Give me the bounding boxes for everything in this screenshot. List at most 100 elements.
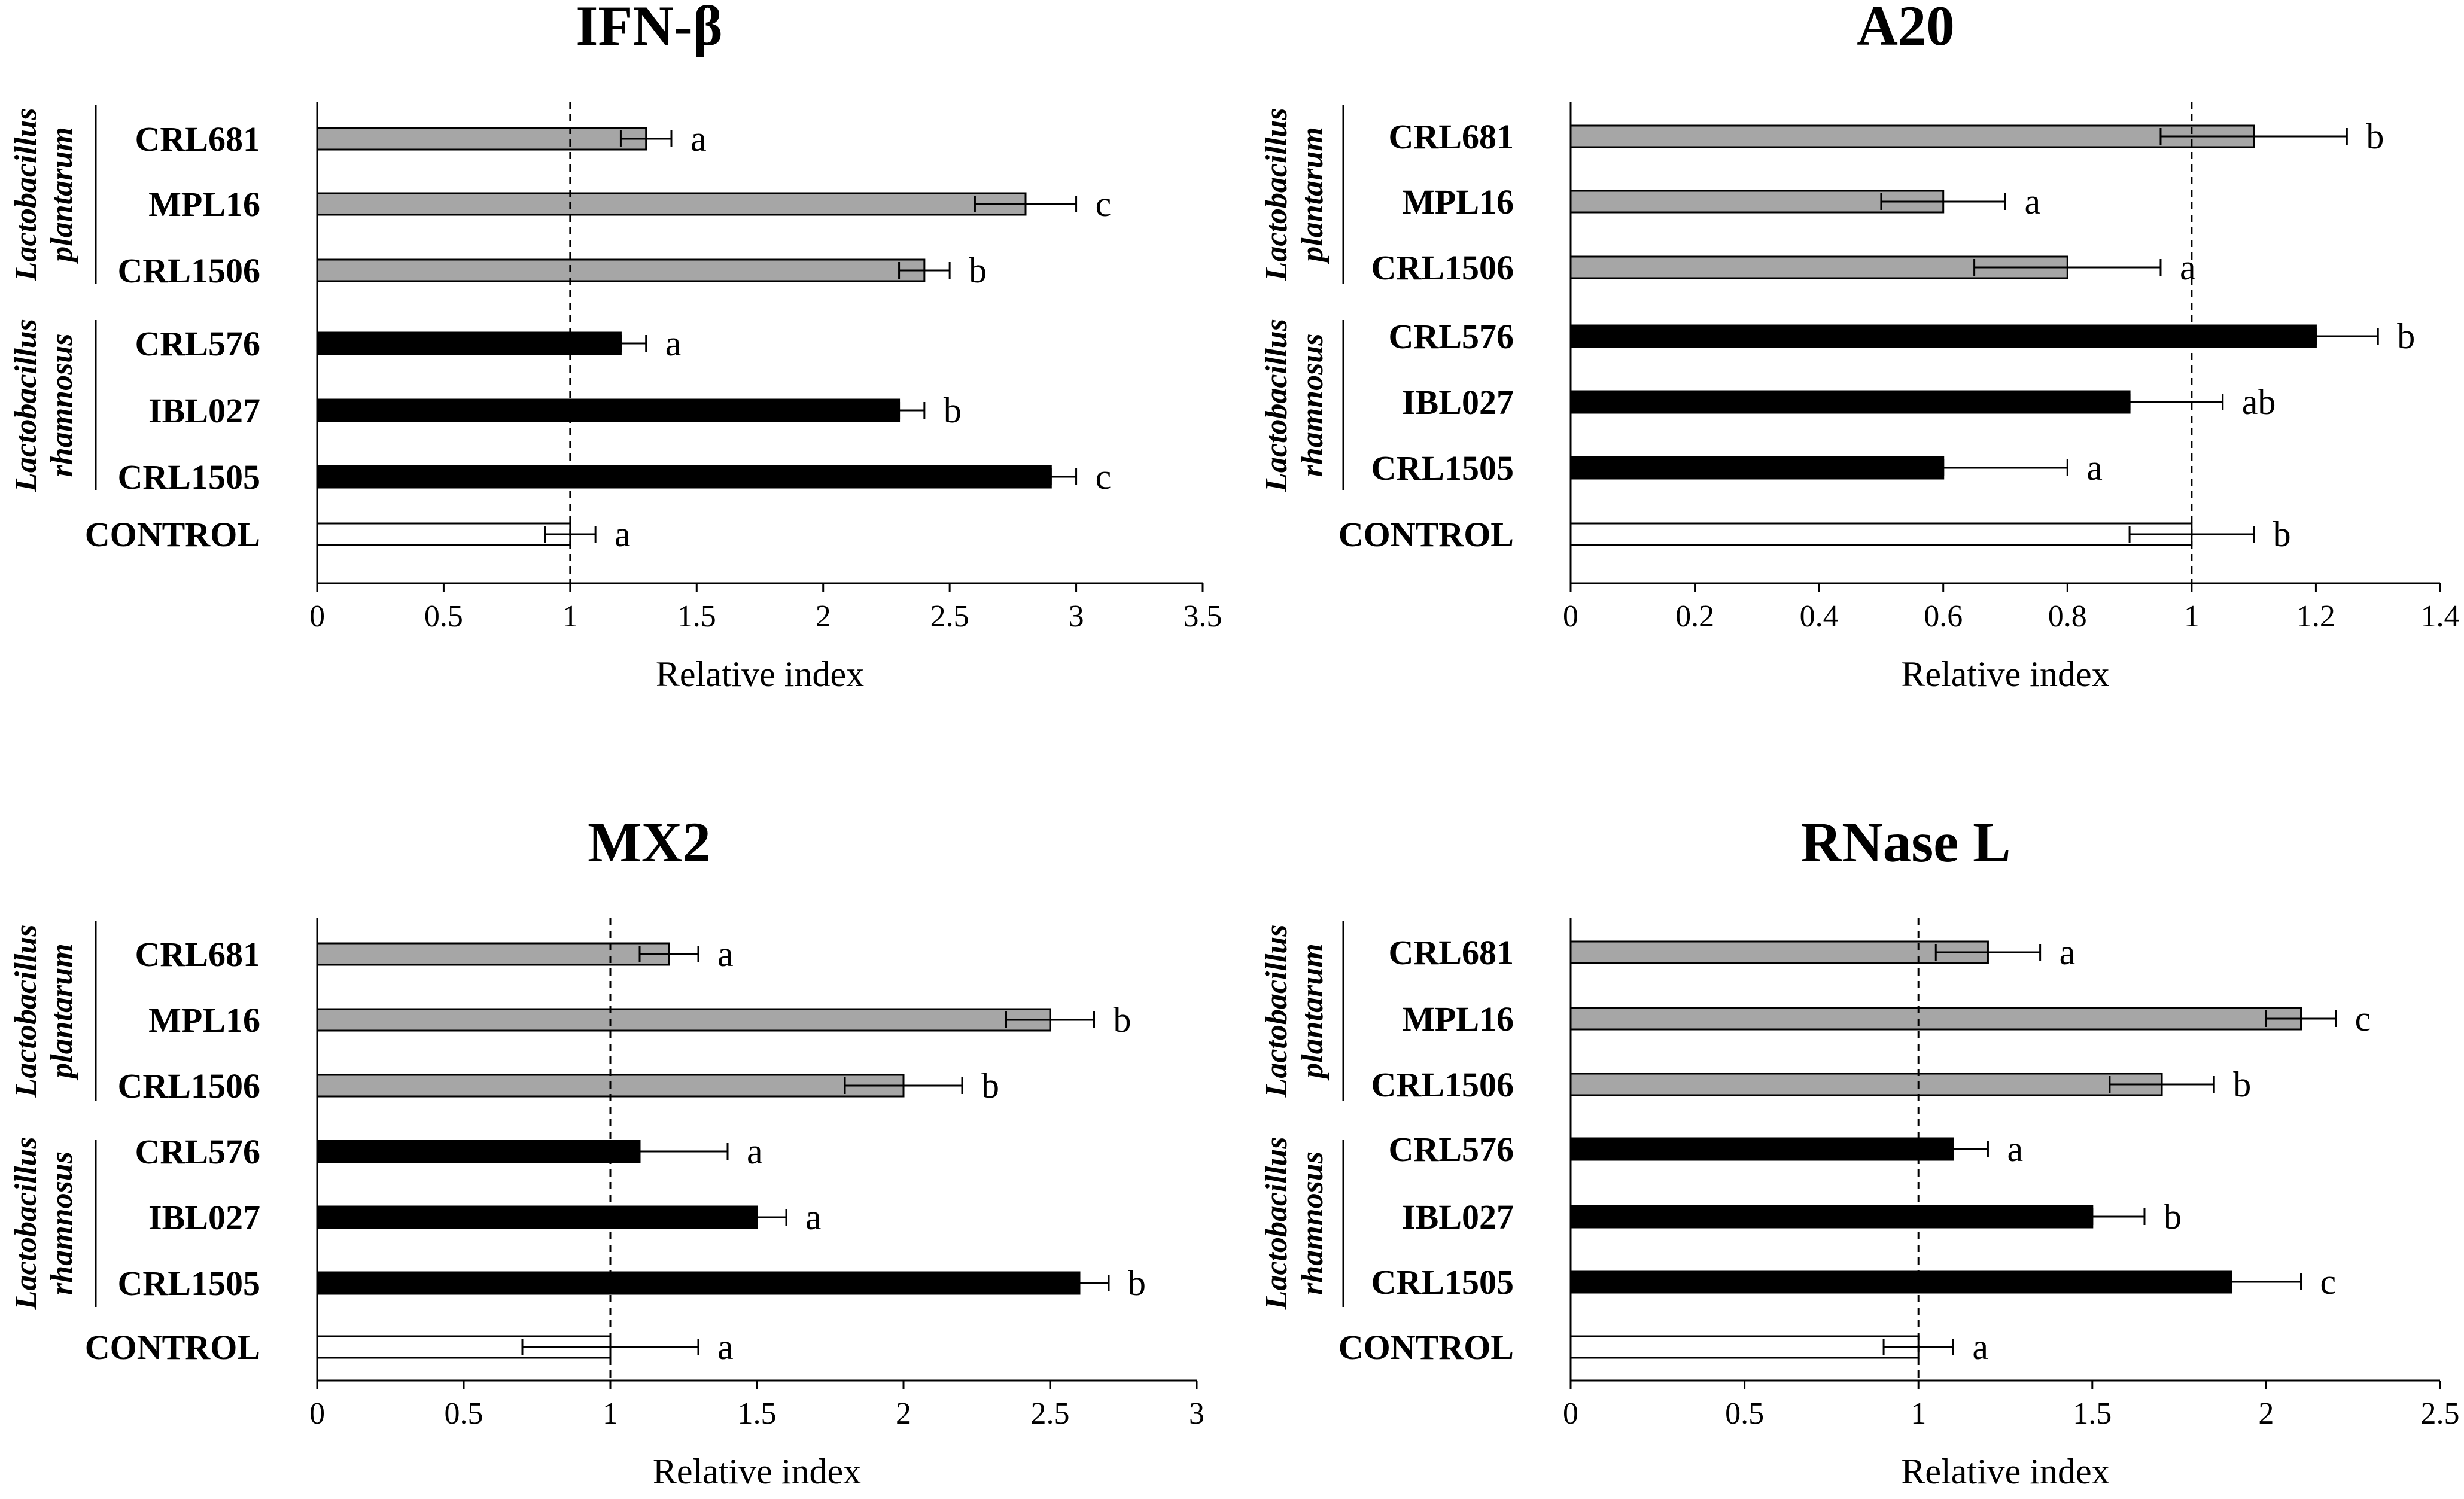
x-tick-label: 1.2 [2296, 599, 2335, 633]
x-tick-label: 1.4 [2421, 599, 2460, 633]
bar-mpl16 [1569, 1007, 2302, 1031]
group-label: Lactobacillus plantarum [9, 925, 79, 1098]
bar-control [1569, 522, 2193, 546]
category-label: CONTROL [85, 1328, 260, 1367]
significance-letter: a [665, 324, 682, 363]
category-label: MPL16 [1402, 182, 1514, 221]
bar-crl1506 [1569, 1073, 2163, 1096]
bar-crl576 [316, 1140, 641, 1163]
group-label: Lactobacillus plantarum [9, 108, 79, 282]
category-label: CRL681 [1389, 117, 1514, 156]
category-label: CRL576 [135, 1132, 260, 1171]
category-label: IBL027 [1402, 1198, 1514, 1236]
significance-letter: b [969, 251, 987, 290]
group-genus: Lactobacillus [1260, 925, 1294, 1098]
bar-crl1505 [316, 1271, 1081, 1295]
bar-crl681 [316, 127, 647, 151]
group-species: rhamnosus [45, 1151, 79, 1295]
significance-letter: b [2273, 514, 2291, 554]
x-tick-label: 0.5 [1725, 1397, 1764, 1431]
bar-crl1506 [316, 258, 926, 282]
group-genus: Lactobacillus [9, 925, 43, 1098]
group-genus: Lactobacillus [9, 108, 43, 282]
x-tick-label: 1.5 [738, 1397, 777, 1431]
x-tick-label: 2 [2258, 1397, 2274, 1431]
significance-letter: b [2164, 1197, 2182, 1236]
bar-crl681 [316, 942, 670, 966]
group-label: Lactobacillus rhamnosus [1260, 319, 1330, 492]
significance-letter: b [1114, 1000, 1131, 1040]
significance-letter: b [1128, 1263, 1146, 1303]
significance-letter: c [1096, 457, 1112, 496]
x-tick-label: 2 [816, 599, 831, 633]
chart-title: A20 [1857, 0, 1955, 57]
bar-crl681 [1569, 940, 1989, 964]
x-tick-label: 1 [562, 599, 578, 633]
x-tick-label: 0 [309, 599, 325, 633]
group-label: Lactobacillus rhamnosus [9, 319, 79, 492]
x-tick-label: 2.5 [2421, 1397, 2460, 1431]
group-species: plantarum [1295, 127, 1330, 264]
chart-panel-2: MX2 0 0.5 1 1.5 2 2.5 3 Relative index a CRL681 b MP… [9, 811, 1204, 1491]
category-label: CRL576 [1389, 317, 1514, 356]
x-axis-label: Relative index [1901, 654, 2109, 694]
x-tick-label: 1 [603, 1397, 618, 1431]
significance-letter: a [2180, 248, 2196, 287]
group-genus: Lactobacillus [9, 1137, 43, 1311]
category-label: MPL16 [148, 1001, 260, 1040]
category-label: CRL576 [135, 324, 260, 363]
group-species: rhamnosus [45, 334, 79, 477]
x-tick-label: 0 [309, 1397, 325, 1431]
significance-letter: a [2086, 448, 2103, 488]
chart-panel-1: A20 0 0.2 0.4 0.6 0.8 1 1.2 1.4 Relative index b CR… [1260, 0, 2460, 694]
bar-control [1569, 1335, 1920, 1359]
group-genus: Lactobacillus [1260, 1137, 1294, 1311]
bar-ibl027 [1569, 390, 2131, 414]
category-label: CRL681 [135, 935, 260, 974]
category-label: CONTROL [1339, 515, 1514, 554]
x-tick-label: 3 [1189, 1397, 1204, 1431]
significance-letter: b [2366, 117, 2384, 156]
category-label: CRL576 [1389, 1130, 1514, 1169]
bar-ibl027 [1569, 1205, 2094, 1229]
significance-letter: a [615, 514, 631, 554]
x-tick-label: 0.5 [424, 599, 463, 633]
x-tick-label: 0 [1563, 599, 1578, 633]
bar-crl1505 [316, 465, 1052, 489]
category-label: IBL027 [148, 391, 260, 430]
group-label: Lactobacillus plantarum [1260, 108, 1330, 282]
chart-panel-3: RNase L 0 0.5 1 1.5 2 2.5 Relative index a CRL681… [1260, 811, 2460, 1491]
chart-title: RNase L [1801, 811, 2011, 874]
category-label: CRL1505 [118, 1264, 260, 1303]
x-tick-label: 1 [2184, 599, 2200, 633]
category-label: CRL1506 [1371, 1065, 1514, 1104]
group-label: Lactobacillus rhamnosus [1260, 1137, 1330, 1311]
significance-letter: a [717, 934, 734, 974]
x-tick-label: 0.6 [1924, 599, 1963, 633]
x-tick-label: 2.5 [930, 599, 969, 633]
significance-letter: b [944, 391, 962, 430]
category-label: CRL1505 [1371, 449, 1514, 488]
category-label: MPL16 [148, 185, 260, 224]
x-tick-label: 1.5 [2073, 1397, 2112, 1431]
significance-letter: b [2233, 1065, 2251, 1104]
significance-letter: c [2355, 999, 2371, 1038]
group-label: Lactobacillus rhamnosus [9, 1137, 79, 1311]
bar-control [316, 522, 571, 546]
bar-ibl027 [316, 1205, 758, 1229]
category-label: CRL1506 [118, 1067, 260, 1105]
significance-letter: a [747, 1132, 763, 1171]
bar-crl681 [1569, 124, 2255, 148]
x-tick-label: 3.5 [1184, 599, 1222, 633]
category-label: CRL1505 [118, 458, 260, 496]
bar-ibl027 [316, 398, 901, 422]
group-genus: Lactobacillus [1260, 319, 1294, 492]
group-species: plantarum [45, 127, 79, 264]
significance-letter: c [1096, 184, 1112, 224]
category-label: CRL681 [1389, 933, 1514, 972]
group-species: rhamnosus [1295, 1151, 1330, 1295]
significance-letter: a [2007, 1129, 2023, 1169]
x-axis-label: Relative index [1901, 1452, 2109, 1491]
significance-letter: a [717, 1327, 734, 1367]
